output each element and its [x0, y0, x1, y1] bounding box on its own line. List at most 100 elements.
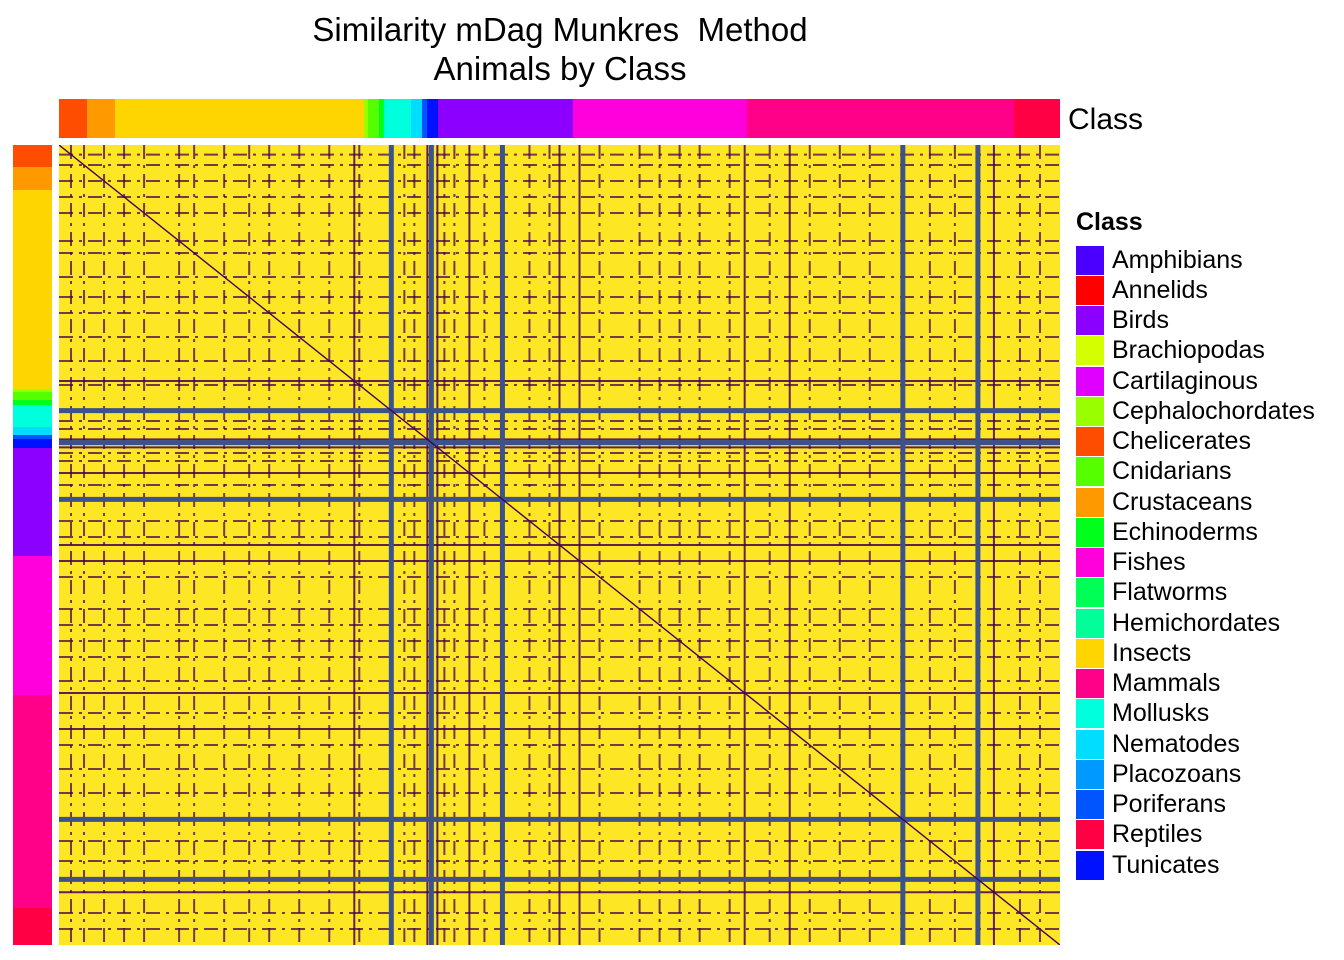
top-bar-segment-mammals: [747, 99, 1014, 138]
legend-item-annelids: Annelids: [1076, 275, 1315, 305]
left-bar-segment-cephalochordates: [13, 389, 52, 393]
top-bar-segment-echinoderms: [378, 99, 384, 138]
legend-label: Chelicerates: [1112, 427, 1251, 456]
legend-label: Flatworms: [1112, 578, 1228, 607]
legend-label: Cephalochordates: [1112, 396, 1315, 425]
legend-title: Class: [1076, 208, 1143, 236]
legend-item-hemichordates: Hemichordates: [1076, 608, 1315, 638]
legend-item-crustaceans: Crustaceans: [1076, 487, 1315, 517]
legend-item-poriferans: Poriferans: [1076, 790, 1315, 820]
legend-label: Echinoderms: [1112, 517, 1258, 546]
legend-swatch: [1076, 427, 1104, 457]
legend-item-mollusks: Mollusks: [1076, 699, 1315, 729]
legend-swatch: [1076, 336, 1104, 366]
top-bar-segment-tunicates: [426, 99, 438, 138]
legend-label: Hemichordates: [1112, 608, 1281, 637]
top-bar-segment-mollusks: [383, 99, 412, 138]
top-bar-segment-chelicerates: [59, 99, 87, 138]
legend-swatch: [1076, 699, 1104, 729]
legend-item-reptiles: Reptiles: [1076, 820, 1315, 850]
legend-item-tunicates: Tunicates: [1076, 850, 1315, 880]
legend-item-placozoans: Placozoans: [1076, 759, 1315, 789]
legend-label: Amphibians: [1112, 245, 1243, 274]
left-bar-segment-birds: [13, 447, 52, 556]
left-bar-segment-crustaceans: [13, 167, 52, 190]
legend-item-chelicerates: Chelicerates: [1076, 427, 1315, 457]
legend-item-cartilaginous: Cartilaginous: [1076, 366, 1315, 396]
similarity-heatmap: [59, 145, 1060, 945]
chart-title-line-2: Animals by Class: [433, 50, 687, 87]
left-bar-segment-fishes: [13, 555, 52, 696]
legend-item-nematodes: Nematodes: [1076, 729, 1315, 759]
legend-swatch: [1076, 396, 1104, 426]
legend-swatch: [1076, 366, 1104, 396]
legend-item-mammals: Mammals: [1076, 669, 1315, 699]
legend-item-birds: Birds: [1076, 306, 1315, 336]
legend-item-fishes: Fishes: [1076, 548, 1315, 578]
left-bar-segment-cnidarians: [13, 392, 52, 401]
legend-label: Cartilaginous: [1112, 366, 1258, 395]
legend-label: Birds: [1112, 306, 1169, 335]
legend-swatch: [1076, 578, 1104, 608]
legend-label: Mammals: [1112, 669, 1221, 698]
left-class-annotation-bar: [13, 145, 52, 945]
legend-label: Cnidarians: [1112, 457, 1232, 486]
top-bar-segment-poriferans: [421, 99, 427, 138]
top-class-annotation-bar: [59, 99, 1060, 138]
legend-swatch: [1076, 850, 1104, 880]
legend-item-echinoderms: Echinoderms: [1076, 517, 1315, 547]
legend-label: Annelids: [1112, 275, 1208, 304]
left-bar-segment-mollusks: [13, 404, 52, 427]
legend-item-cnidarians: Cnidarians: [1076, 457, 1315, 487]
legend-swatch: [1076, 638, 1104, 668]
legend-swatch: [1076, 729, 1104, 759]
left-bar-segment-chelicerates: [13, 145, 52, 168]
top-bar-segment-fishes: [572, 99, 748, 138]
top-bar-segment-crustaceans: [86, 99, 116, 138]
legend-item-cephalochordates: Cephalochordates: [1076, 396, 1315, 426]
legend-swatch: [1076, 306, 1104, 336]
legend-swatch: [1076, 275, 1104, 305]
legend-swatch: [1076, 759, 1104, 789]
left-bar-segment-mammals: [13, 695, 52, 909]
top-bar-segment-cephalochordates: [364, 99, 369, 138]
legend-label: Brachiopodas: [1112, 336, 1265, 365]
legend-label: Fishes: [1112, 548, 1186, 577]
left-bar-segment-reptiles: [13, 908, 52, 945]
legend-swatch: [1076, 608, 1104, 638]
legend-item-insects: Insects: [1076, 638, 1315, 668]
legend-item-flatworms: Flatworms: [1076, 578, 1315, 608]
annotation-bar-label: Class: [1068, 103, 1144, 136]
left-bar-segment-echinoderms: [13, 400, 52, 405]
legend-swatch: [1076, 820, 1104, 850]
left-bar-segment-insects: [13, 189, 52, 390]
legend-label: Insects: [1112, 638, 1192, 667]
legend-swatch: [1076, 487, 1104, 517]
legend-item-brachiopodas: Brachiopodas: [1076, 336, 1315, 366]
left-bar-segment-tunicates: [13, 438, 52, 448]
legend-swatch: [1076, 548, 1104, 578]
top-bar-segment-reptiles: [1013, 99, 1060, 138]
top-bar-segment-nematodes: [411, 99, 422, 138]
legend-label: Placozoans: [1112, 759, 1242, 788]
legend-swatch: [1076, 517, 1104, 547]
legend-label: Tunicates: [1112, 850, 1220, 879]
left-bar-segment-poriferans: [13, 434, 52, 439]
legend-swatch: [1076, 245, 1104, 275]
top-bar-segment-insects: [115, 99, 365, 138]
chart-title: Similarity mDag Munkres Method Animals b…: [60, 10, 1060, 88]
legend-label: Reptiles: [1112, 820, 1203, 849]
legend-swatch: [1076, 790, 1104, 820]
heatmap-diagonal: [59, 145, 1060, 945]
legend-label: Nematodes: [1112, 729, 1240, 758]
legend-item-amphibians: Amphibians: [1076, 245, 1315, 275]
legend-label: Mollusks: [1112, 699, 1210, 728]
top-bar-segment-cnidarians: [368, 99, 379, 138]
legend-swatch: [1076, 669, 1104, 699]
legend-label: Poriferans: [1112, 790, 1226, 819]
left-bar-segment-nematodes: [13, 426, 52, 435]
chart-title-line-1: Similarity mDag Munkres Method: [312, 11, 808, 48]
legend-swatch: [1076, 457, 1104, 487]
top-bar-segment-birds: [437, 99, 573, 138]
class-legend: Class Amphibians Annelids Birds Brachiopoda…: [1076, 206, 1315, 880]
